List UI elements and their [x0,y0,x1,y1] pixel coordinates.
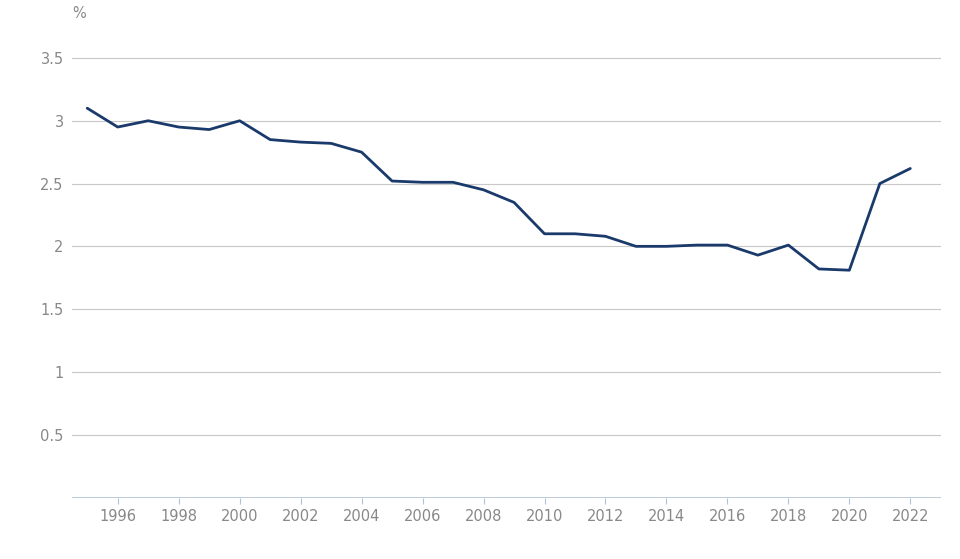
Text: %: % [72,6,85,21]
